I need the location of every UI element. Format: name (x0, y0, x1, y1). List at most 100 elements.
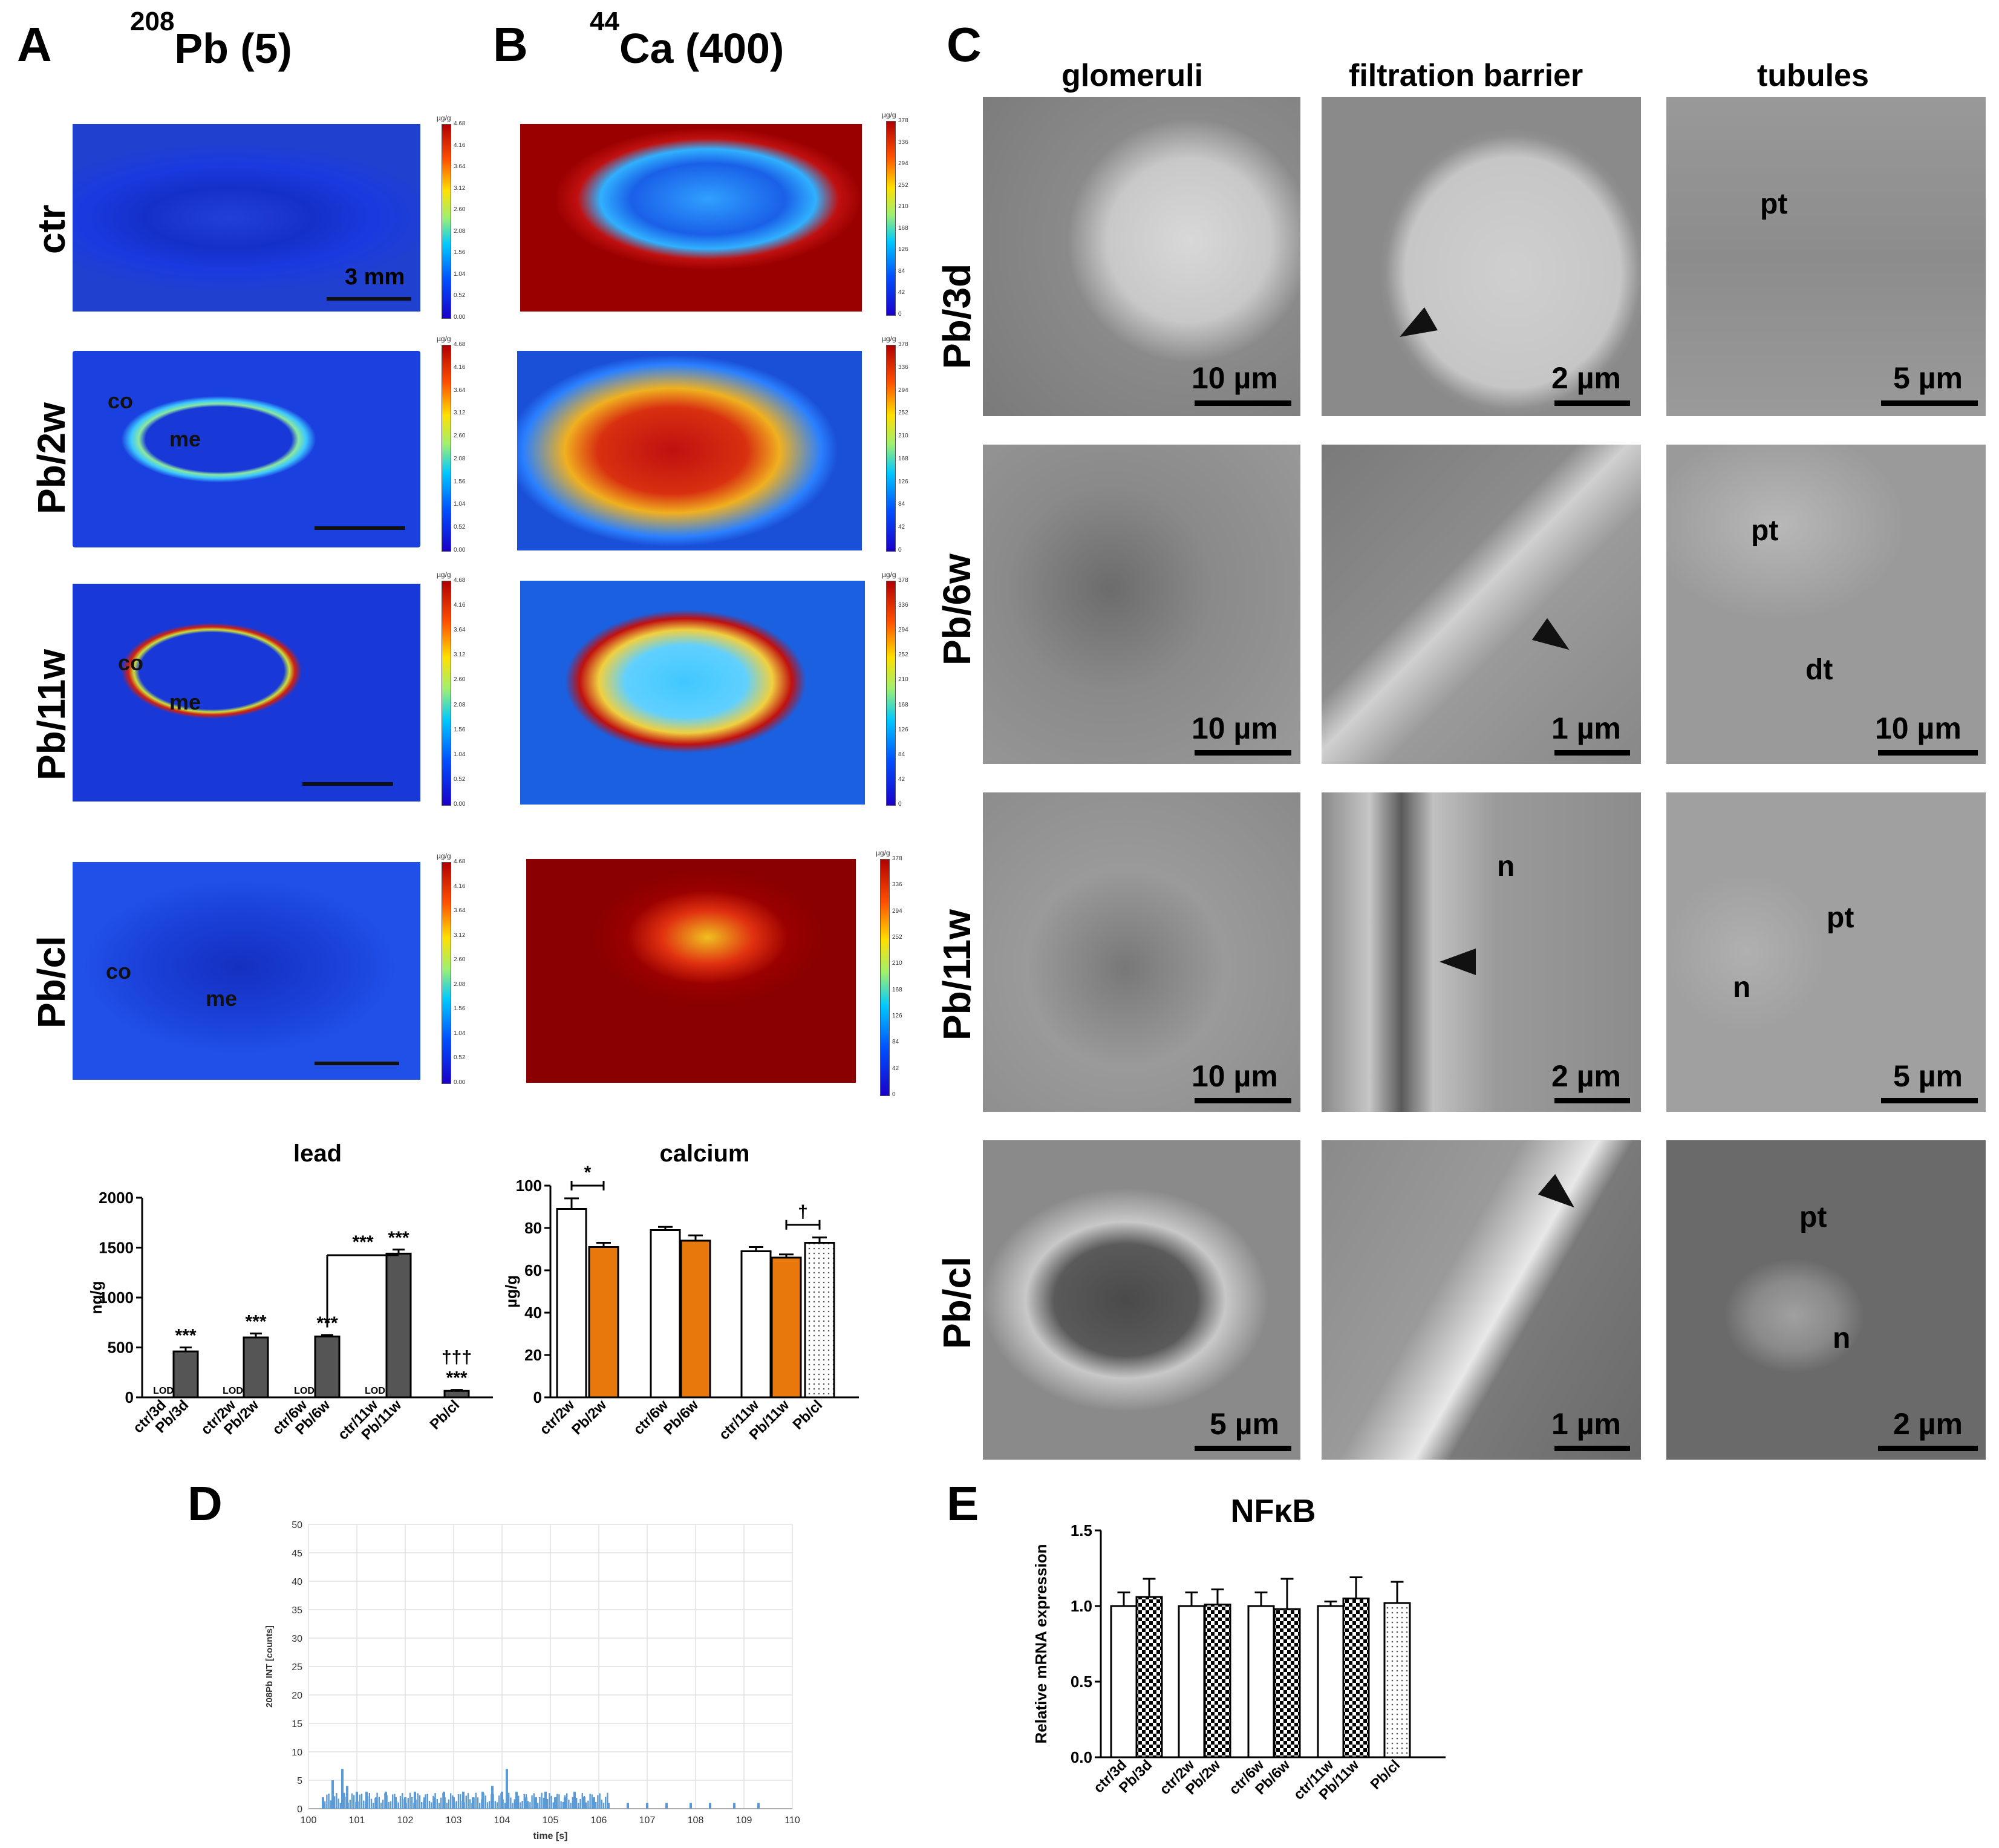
colorbar-tick-label: 4.16 (454, 883, 466, 890)
x-tick-label: 105 (543, 1815, 559, 1826)
colorbar-tick-label: 2.60 (454, 676, 466, 684)
data-bar (414, 1791, 416, 1809)
em-scale-label: 1 µm (1551, 1407, 1621, 1441)
em-scale-label: 10 µm (1192, 1059, 1278, 1093)
noise-bar (537, 1803, 539, 1809)
colorbar-tick-label: 1.04 (454, 501, 466, 508)
y-tick-label: 0 (125, 1388, 134, 1406)
colorbar-tick-label: 168 (898, 455, 908, 462)
colorbar-tick-label: 0 (898, 311, 902, 318)
label-medulla: me (169, 426, 201, 451)
noise-bar (587, 1800, 589, 1809)
scale-bar (302, 782, 393, 786)
colorbar-tick-label: 42 (898, 289, 905, 296)
colorbar-tick-label: 210 (892, 960, 902, 967)
y-tick-label: 100 (516, 1177, 542, 1195)
colorbar-tick-label: 0.00 (454, 1079, 466, 1086)
noise-bar (463, 1802, 465, 1809)
colorbar-tick-label: 126 (898, 726, 908, 733)
y-tick-label: 1500 (99, 1239, 134, 1257)
colorbar-tick-label: 2.08 (454, 227, 466, 235)
y-tick-label: 50 (292, 1520, 302, 1530)
y-tick-label: 0 (533, 1388, 542, 1406)
noise-bar (365, 1802, 367, 1809)
colorbar-tick-label: 252 (898, 410, 908, 417)
noise-bar (597, 1795, 599, 1809)
noise-bar (525, 1794, 527, 1809)
label-medulla: me (206, 986, 238, 1011)
y-tick-label: 45 (292, 1549, 302, 1559)
scale-bar (327, 297, 411, 301)
y-tick-label: 25 (292, 1662, 302, 1673)
panel-b-header: 44Ca (400) (590, 7, 784, 73)
y-axis-label: ng/g (87, 1281, 105, 1314)
y-tick-label: 500 (108, 1339, 134, 1357)
noise-bar (359, 1794, 360, 1809)
noise-bar (322, 1801, 324, 1809)
panel-letter-a: A (17, 18, 52, 71)
noise-bar (570, 1803, 572, 1809)
colorbar-tick-label: 294 (898, 387, 908, 394)
data-bar (452, 1797, 455, 1809)
colorbar-tick-label: 378 (892, 855, 902, 862)
em-scale-label: 2 µm (1551, 1059, 1621, 1093)
colorbar-tick-label: 0.52 (454, 292, 466, 299)
colorbar-tick-label: 84 (898, 267, 905, 275)
noise-bar (324, 1801, 326, 1809)
panel-a-header: 208Pb (5) (130, 7, 292, 73)
arrowhead-marker (1440, 948, 1476, 975)
chart-title: lead (293, 1140, 342, 1167)
noise-bar (531, 1795, 533, 1809)
colorbar-tick-label: 3.64 (454, 163, 466, 171)
em-scale-bar (1881, 1098, 1978, 1103)
noise-bar (552, 1802, 554, 1809)
ca-colorbar (886, 345, 896, 552)
data-bar (757, 1803, 760, 1809)
data-bar (365, 1791, 368, 1809)
label-distal-tubule: dt (1805, 654, 1833, 686)
noise-bar (349, 1800, 351, 1809)
noise-bar (461, 1801, 463, 1809)
noise-bar (386, 1795, 388, 1809)
colorbar-tick-label: 84 (898, 751, 905, 758)
bar-pattern (1383, 1602, 1411, 1758)
x-category-label: Pb/2w (569, 1397, 610, 1438)
em-scale-label: 5 µm (1893, 361, 1963, 395)
noise-bar (374, 1798, 376, 1809)
noise-bar (347, 1803, 349, 1809)
colorbar-tick-label: 252 (898, 181, 908, 189)
y-tick-label: 15 (292, 1719, 302, 1729)
noise-bar (396, 1800, 397, 1809)
colorbar-tick-label: 0.52 (454, 1054, 466, 1062)
colorbar-tick-label: 2.60 (454, 206, 466, 214)
colorbar-unit: µg/g (882, 570, 896, 579)
ca-map-2w (517, 351, 862, 550)
label-nucleus: n (1833, 1322, 1851, 1354)
data-bar (375, 1797, 377, 1809)
scale-bar (315, 526, 405, 530)
noise-bar (405, 1803, 407, 1809)
em-scale-bar (1554, 1446, 1630, 1451)
data-bar (481, 1791, 484, 1809)
noise-bar (417, 1793, 419, 1809)
bracket-label: † (798, 1202, 808, 1222)
noise-bar (475, 1792, 477, 1809)
colorbar-tick-label: 210 (898, 203, 908, 211)
colorbar-tick-label: 4.68 (454, 858, 466, 865)
noise-bar (581, 1793, 583, 1809)
y-axis-label: 208Pb INT [counts] (264, 1625, 275, 1708)
y-tick-label: 1.5 (1071, 1521, 1092, 1539)
label-cortex: co (106, 959, 132, 984)
bar (172, 1350, 199, 1399)
significance-label: LOD (153, 1386, 174, 1396)
significance-label: *** (446, 1368, 467, 1388)
em-scale-bar (1195, 400, 1291, 406)
noise-bar (471, 1803, 473, 1809)
data-bar (472, 1797, 474, 1809)
data-bar (433, 1797, 435, 1809)
noise-bar (448, 1799, 450, 1809)
colorbar-unit: µg/g (437, 335, 451, 343)
data-bar (385, 1791, 387, 1809)
colorbar-tick-label: 0.52 (454, 775, 466, 783)
noise-bar (520, 1802, 521, 1809)
